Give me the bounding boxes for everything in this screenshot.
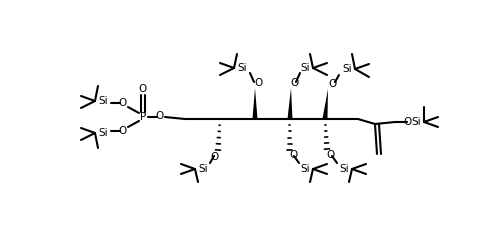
Text: Si: Si xyxy=(300,164,310,174)
Text: Si: Si xyxy=(300,63,310,73)
Text: O: O xyxy=(404,117,412,127)
Text: Si: Si xyxy=(411,117,421,127)
Text: Si: Si xyxy=(198,164,208,174)
Text: O: O xyxy=(139,84,147,94)
Text: Si: Si xyxy=(339,164,349,174)
Text: Si: Si xyxy=(237,63,247,73)
Text: O: O xyxy=(255,78,263,88)
Text: O: O xyxy=(290,150,298,160)
Text: Si: Si xyxy=(98,128,108,138)
Polygon shape xyxy=(252,88,258,119)
Text: O: O xyxy=(156,111,164,121)
Text: O: O xyxy=(211,152,219,162)
Text: O: O xyxy=(119,98,127,108)
Text: O: O xyxy=(329,79,337,89)
Text: P: P xyxy=(140,112,146,122)
Text: Si: Si xyxy=(342,64,352,74)
Text: Si: Si xyxy=(98,96,108,106)
Text: O: O xyxy=(291,78,299,88)
Text: O: O xyxy=(119,126,127,136)
Polygon shape xyxy=(287,88,293,119)
Text: O: O xyxy=(327,150,335,160)
Polygon shape xyxy=(323,89,328,119)
